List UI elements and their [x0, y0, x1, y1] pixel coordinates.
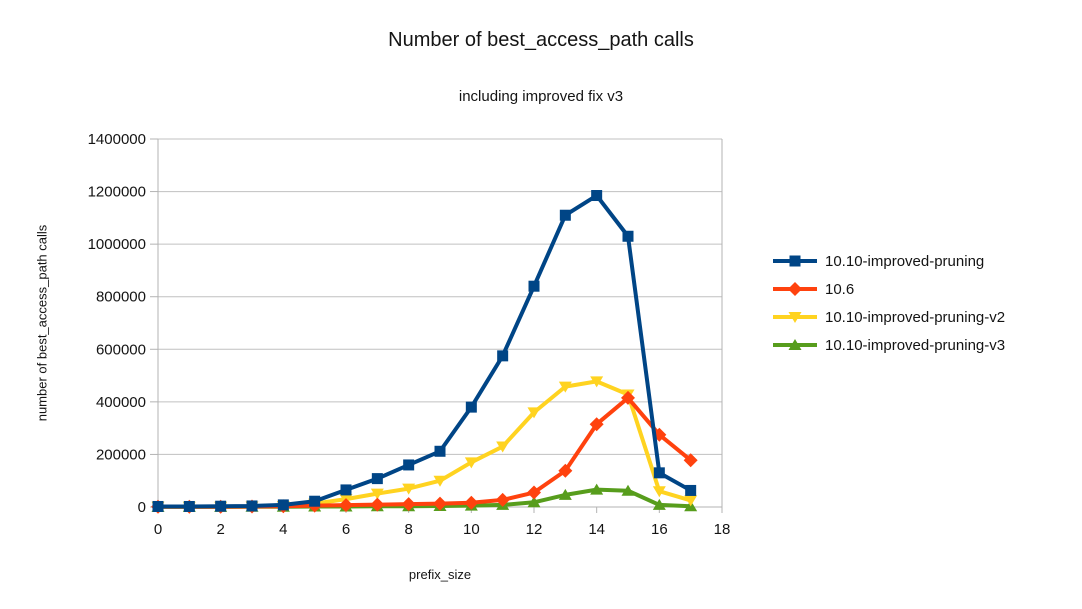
data-point-marker-10.10-improved-pruning-v3: [652, 498, 666, 510]
x-tick-label: 6: [342, 521, 350, 538]
x-tick-label: 2: [216, 521, 224, 538]
data-point-marker-10.10-improved-pruning: [277, 499, 289, 511]
data-point-marker-10.6: [401, 497, 416, 512]
data-point-marker-10.6: [464, 495, 479, 510]
data-point-marker-10.10-improved-pruning: [622, 230, 634, 242]
legend: 10.10-improved-pruning 10.6 10.10-improved…: [772, 247, 1005, 359]
x-tick-label: 10: [463, 521, 480, 538]
data-point-marker-10.10-improved-pruning: [685, 484, 697, 496]
data-point-marker-10.6: [683, 453, 698, 468]
data-point-marker-10.10-improved-pruning: [246, 500, 258, 512]
data-point-marker-10.6: [527, 485, 541, 500]
y-tick-label: 0: [138, 499, 146, 516]
data-point-marker-10.6: [589, 417, 604, 432]
y-tick-label: 200000: [96, 446, 146, 463]
legend-label: 10.6: [825, 280, 855, 298]
data-point-marker-10.6: [621, 390, 635, 405]
legend-key-square-icon: [773, 255, 817, 267]
x-tick-label: 4: [279, 521, 287, 538]
y-tick-label: 1400000: [88, 131, 146, 148]
data-point-marker-10.6: [558, 463, 573, 478]
data-point-marker-10.10-improved-pruning-v2: [370, 488, 384, 500]
legend-item: 10.10-improved-pruning: [772, 247, 1005, 275]
legend-label: 10.10-improved-pruning-v2: [825, 308, 1006, 326]
data-point-marker-10.10-improved-pruning-v2: [684, 495, 698, 507]
data-point-marker-10.10-improved-pruning: [403, 459, 415, 471]
data-point-marker-10.6: [433, 496, 447, 511]
data-point-marker-10.10-improved-pruning-v3: [621, 484, 635, 496]
data-point-marker-10.10-improved-pruning-v2: [496, 441, 510, 453]
y-tick-label: 1200000: [88, 184, 146, 201]
data-point-marker-10.10-improved-pruning: [528, 280, 540, 292]
legend-marker: [788, 339, 802, 350]
x-axis-title: prefix_size: [408, 567, 472, 582]
data-point-marker-10.10-improved-pruning: [465, 401, 477, 413]
series-line-10.10-improved-pruning-v2: [158, 379, 692, 509]
x-tick-label: 16: [651, 521, 668, 538]
legend-item: 10.10-improved-pruning-v2: [772, 303, 1005, 331]
x-tick-label: 14: [588, 521, 605, 538]
legend-key-triangle-up-icon: [773, 339, 817, 350]
data-point-marker-10.10-improved-pruning-v2: [527, 407, 541, 419]
data-point-marker-10.6: [370, 497, 385, 512]
legend-key-diamond-icon: [773, 282, 817, 296]
x-tick-label: 8: [404, 521, 412, 538]
data-point-marker-10.10-improved-pruning-v3: [590, 483, 604, 495]
y-tick-label: 600000: [96, 341, 146, 358]
data-point-marker-10.10-improved-pruning-v2: [433, 475, 447, 487]
x-tick-label: 0: [154, 521, 162, 538]
legend-item: 10.6: [772, 275, 1005, 303]
data-point-marker-10.10-improved-pruning: [559, 209, 571, 221]
data-point-marker-10.10-improved-pruning-v2: [464, 457, 478, 469]
y-tick-label: 1000000: [88, 236, 146, 253]
data-point-marker-10.10-improved-pruning: [653, 467, 665, 479]
x-tick-label: 18: [714, 521, 731, 538]
legend-item: 10.10-improved-pruning-v3: [772, 331, 1005, 359]
x-tick-label: 12: [526, 521, 543, 538]
legend-label: 10.10-improved-pruning: [825, 252, 985, 270]
data-point-marker-10.10-improved-pruning: [340, 484, 352, 496]
chart-subtitle: including improved fix v3: [458, 88, 624, 105]
y-tick-label: 400000: [96, 394, 146, 411]
series-line-10.10-improved-pruning: [158, 193, 692, 509]
data-point-marker-10.10-improved-pruning: [371, 473, 383, 485]
data-point-marker-10.10-improved-pruning: [152, 500, 164, 512]
data-point-marker-10.10-improved-pruning: [591, 190, 603, 202]
data-point-marker-10.10-improved-pruning-v2: [402, 483, 416, 495]
data-point-marker-10.6: [339, 498, 353, 513]
y-tick-label: 800000: [96, 289, 146, 306]
data-point-marker-10.10-improved-pruning: [434, 445, 446, 457]
chart-title: Number of best_access_path calls: [388, 29, 694, 51]
data-point-marker-10.10-improved-pruning-v2: [558, 381, 572, 393]
legend-key-triangle-down-icon: [773, 312, 817, 323]
data-point-marker-10.10-improved-pruning-v2: [590, 376, 604, 388]
data-point-marker-10.10-improved-pruning: [183, 500, 195, 512]
data-point-marker-10.10-improved-pruning: [309, 495, 321, 507]
data-point-marker-10.10-improved-pruning-v3: [527, 496, 541, 508]
legend-label: 10.10-improved-pruning-v3: [825, 336, 1006, 354]
legend-marker: [788, 282, 802, 296]
data-point-marker-10.6: [495, 492, 510, 507]
data-point-marker-10.10-improved-pruning-v2: [652, 486, 666, 498]
legend-marker: [788, 312, 802, 323]
data-point-marker-10.10-improved-pruning: [215, 500, 227, 512]
data-point-marker-10.10-improved-pruning-v3: [558, 488, 572, 500]
legend-marker: [789, 255, 801, 267]
data-point-marker-10.10-improved-pruning: [497, 350, 509, 362]
